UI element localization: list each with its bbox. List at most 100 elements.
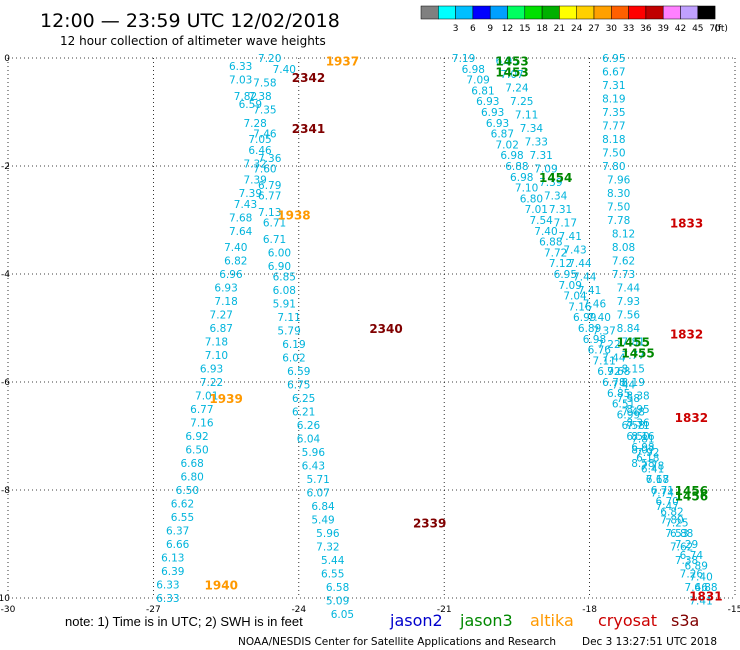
swh-value-label: 7.41	[689, 596, 712, 608]
swh-value-label: 6.95	[554, 269, 577, 281]
swh-value-label: 6.76	[588, 345, 612, 357]
swh-value-label: 6.55	[321, 569, 344, 581]
swh-value-label: 7.22	[200, 377, 223, 389]
swh-value-label: 6.79	[258, 180, 281, 192]
color-swatch	[593, 5, 612, 20]
swh-value-label: 6.41	[641, 463, 664, 475]
swh-value-label: 6.84	[311, 501, 335, 513]
color-swatch	[472, 5, 491, 20]
x-tick-label: -30	[1, 605, 16, 615]
swh-value-label: 7.46	[685, 582, 709, 594]
swh-value-label: 6.13	[161, 553, 184, 565]
swh-value-label: 8.16	[631, 431, 655, 443]
swh-value-label: 7.35	[253, 104, 276, 116]
swh-value-label: 6.71	[263, 218, 286, 230]
chart-title: 12:00 — 23:59 UTC 12/02/2018	[40, 10, 340, 32]
swh-value-label: 7.31	[549, 204, 572, 216]
swh-value-label: 6.92	[597, 366, 620, 378]
legend-cryosat: cryosat	[598, 611, 657, 630]
swh-value-label: 5.49	[311, 515, 334, 527]
axes: -30 -27 -24 -21 -18 -15 0 -2 -4 -6 -8 -10	[0, 54, 740, 615]
swh-value-label: 7.39	[539, 177, 562, 189]
color-scale-tick: 12	[502, 24, 513, 34]
swh-value-label: 7.46	[583, 299, 607, 311]
swh-value-label: 7.40	[224, 242, 247, 254]
swh-value-label: 7.50	[602, 148, 625, 160]
swh-value-label: 7.58	[253, 77, 276, 89]
swh-value-label: 7.93	[617, 296, 640, 308]
swh-value-label: 6.93	[486, 118, 509, 130]
color-scale-tick: 70	[709, 24, 721, 34]
swh-value-label: 6.33	[156, 580, 179, 592]
swh-value-label: 7.32	[316, 542, 339, 554]
swh-value-label: 6.85	[273, 272, 296, 284]
color-swatch	[662, 5, 681, 20]
swh-value-label: 7.03	[229, 75, 252, 87]
swh-value-label: 8.38	[626, 391, 649, 403]
swh-value-label: 7.40	[689, 571, 712, 583]
swh-value-label: 7.02	[496, 139, 519, 151]
pass-time-label: 2342	[292, 71, 325, 85]
swh-value-label: 7.16	[568, 301, 592, 313]
legend-s3a: s3a	[671, 611, 699, 630]
pass-time-label: 1456	[675, 484, 708, 498]
swh-value-label: 7.10	[515, 183, 538, 195]
color-scale-tick: 3	[453, 24, 459, 34]
swh-value-label: 7.38	[675, 555, 698, 567]
swh-value-label: 7.80	[602, 161, 625, 173]
swh-value-label: 8.30	[607, 188, 630, 200]
swh-value-label: 5.91	[273, 299, 296, 311]
footer-timestamp: Dec 3 13:27:51 UTC 2018	[582, 636, 717, 648]
color-scale-tick: 42	[675, 24, 686, 34]
swh-value-label: 7.09	[559, 280, 582, 292]
swh-value-label: 6.88	[539, 237, 562, 249]
swh-value-label: 7.07	[500, 69, 523, 81]
swh-value-label: 7.44	[602, 353, 626, 365]
swh-value-label: 7.43	[563, 245, 586, 257]
swh-value-label: 7.26	[680, 569, 704, 581]
swh-value-label: 7.78	[607, 215, 630, 227]
swh-value-label: 6.93	[476, 96, 499, 108]
swh-value-label: 7.78	[641, 461, 664, 473]
swh-value-label: 6.74	[680, 550, 704, 562]
swh-value-label: 6.87	[210, 323, 233, 335]
swh-value-label: 6.98	[631, 442, 654, 454]
swh-value-label: 6.98	[462, 64, 485, 76]
swh-value-label: 6.89	[685, 561, 708, 573]
swh-value-label: 6.02	[282, 353, 305, 365]
swh-value-label: 6.80	[520, 193, 543, 205]
swh-value-label: 6.95	[496, 56, 519, 68]
color-swatch	[541, 5, 560, 20]
swh-value-label: 7.33	[525, 137, 548, 149]
y-tick-label: -6	[1, 378, 10, 388]
swh-value-label: 7.39	[243, 175, 266, 187]
swh-value-label: 7.22	[597, 339, 620, 351]
pass-time-label: 1831	[689, 589, 722, 603]
pass-time-label: 1453	[495, 66, 528, 80]
swh-value-label: 6.21	[292, 407, 315, 419]
swh-value-label: 6.18	[636, 453, 659, 465]
color-scale-tick: 39	[657, 24, 669, 34]
swh-value-label: 7.19	[452, 53, 475, 65]
swh-value-label: 7.47	[655, 501, 678, 513]
swh-value-label: 7.81	[631, 434, 654, 446]
swh-value-label: 6.88	[694, 582, 717, 594]
swh-value-label: 6.58	[326, 582, 349, 594]
swh-value-label: 6.71	[263, 234, 286, 246]
color-swatch	[524, 5, 543, 20]
swh-value-label: 6.04	[297, 434, 321, 446]
color-scale-tick: 15	[519, 24, 530, 34]
swh-value-label: 7.50	[607, 202, 630, 214]
swh-value-label: 7.05	[248, 134, 271, 146]
swh-value-label: 7.96	[607, 175, 631, 187]
swh-value-label: 6.99	[573, 312, 596, 324]
color-swatch	[489, 5, 508, 20]
swh-value-label: 6.71	[651, 485, 674, 497]
swh-value-label: 8.19	[622, 377, 645, 389]
swh-value-label: 7.37	[592, 326, 615, 338]
swh-value-label: 7.34	[544, 191, 568, 203]
swh-value-label: 7.53	[665, 528, 688, 540]
swh-value-label: 7.25	[510, 96, 533, 108]
swh-value-label: 8.19	[602, 94, 625, 106]
swh-value-label: 6.93	[214, 283, 237, 295]
